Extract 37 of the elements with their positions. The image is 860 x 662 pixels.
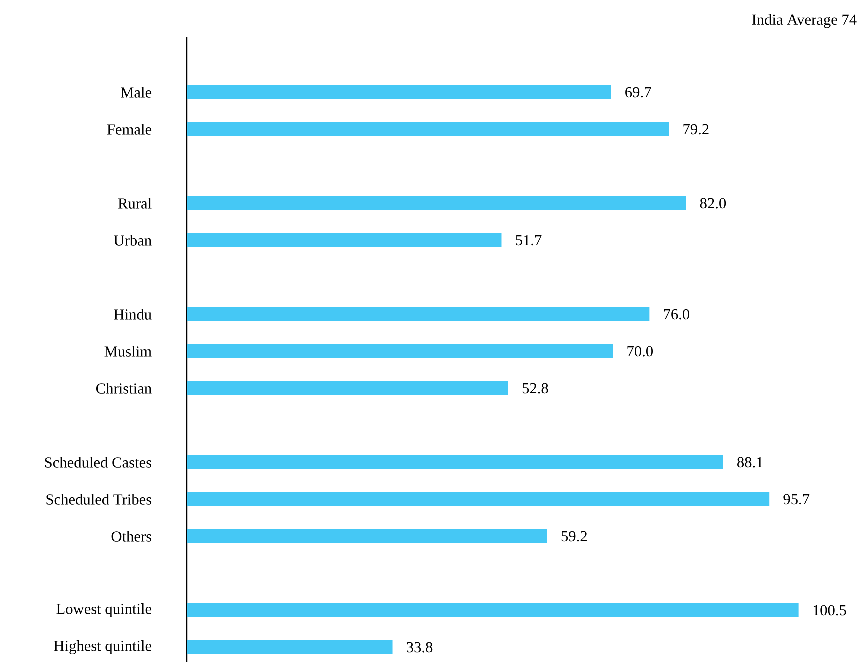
bar <box>187 234 502 248</box>
bar <box>187 456 724 470</box>
text: India Average 74 <box>752 14 857 28</box>
y-tick-label: Urban <box>114 235 152 246</box>
y-tick-label: Lowest quintile <box>56 604 152 618</box>
bar <box>187 308 650 322</box>
y-tick-label: Muslim <box>104 346 152 357</box>
y-tick-label: Others <box>112 531 152 542</box>
bar <box>187 196 686 211</box>
bar <box>187 530 548 544</box>
y-tick-label: Christian <box>96 383 152 394</box>
data-label: 79.2 <box>684 124 709 135</box>
data-label: 69.7 <box>626 87 652 98</box>
data-label: 76.0 <box>664 309 690 320</box>
y-tick-label: Scheduled Tribes <box>46 494 152 505</box>
y-tick-label: Scheduled Castes <box>45 457 152 468</box>
data-label: 70.0 <box>628 346 653 357</box>
data-label: 51.7 <box>516 235 542 246</box>
y-tick-label: Female <box>107 124 152 135</box>
y-tick-label: Rural <box>118 198 152 209</box>
data-label: 59.2 <box>562 531 587 542</box>
data-label: 82.0 <box>700 198 726 209</box>
bar <box>187 492 770 507</box>
y-tick-label: Hindu <box>114 309 152 320</box>
data-label: 52.8 <box>522 383 548 394</box>
y-tick-label: Male <box>121 87 152 98</box>
data-label: 95.7 <box>784 494 810 505</box>
bar <box>187 86 612 100</box>
bar <box>187 122 670 137</box>
bar <box>187 640 393 655</box>
data-label: 33.8 <box>407 642 433 653</box>
bar <box>187 344 614 359</box>
bar <box>187 382 508 396</box>
y-tick-label: Highest quintile <box>54 640 152 654</box>
data-label: 88.1 <box>738 457 763 468</box>
data-label: 100.5 <box>814 605 846 616</box>
bar <box>187 604 799 618</box>
